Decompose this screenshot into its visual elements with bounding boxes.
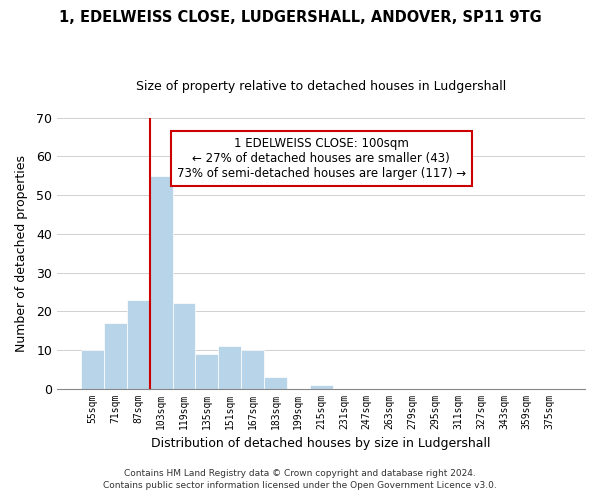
Bar bbox=[150, 176, 173, 388]
Text: 1, EDELWEISS CLOSE, LUDGERSHALL, ANDOVER, SP11 9TG: 1, EDELWEISS CLOSE, LUDGERSHALL, ANDOVER… bbox=[59, 10, 541, 25]
Bar bbox=[173, 304, 196, 388]
Bar bbox=[264, 377, 287, 388]
Bar bbox=[104, 323, 127, 388]
Bar bbox=[127, 300, 150, 388]
Bar bbox=[81, 350, 104, 389]
Bar bbox=[196, 354, 218, 388]
Bar bbox=[218, 346, 241, 389]
Text: Contains HM Land Registry data © Crown copyright and database right 2024.
Contai: Contains HM Land Registry data © Crown c… bbox=[103, 468, 497, 490]
Title: Size of property relative to detached houses in Ludgershall: Size of property relative to detached ho… bbox=[136, 80, 506, 93]
X-axis label: Distribution of detached houses by size in Ludgershall: Distribution of detached houses by size … bbox=[151, 437, 491, 450]
Bar bbox=[310, 384, 332, 388]
Bar bbox=[241, 350, 264, 389]
Y-axis label: Number of detached properties: Number of detached properties bbox=[15, 154, 28, 352]
Text: 1 EDELWEISS CLOSE: 100sqm
← 27% of detached houses are smaller (43)
73% of semi-: 1 EDELWEISS CLOSE: 100sqm ← 27% of detac… bbox=[176, 136, 466, 180]
